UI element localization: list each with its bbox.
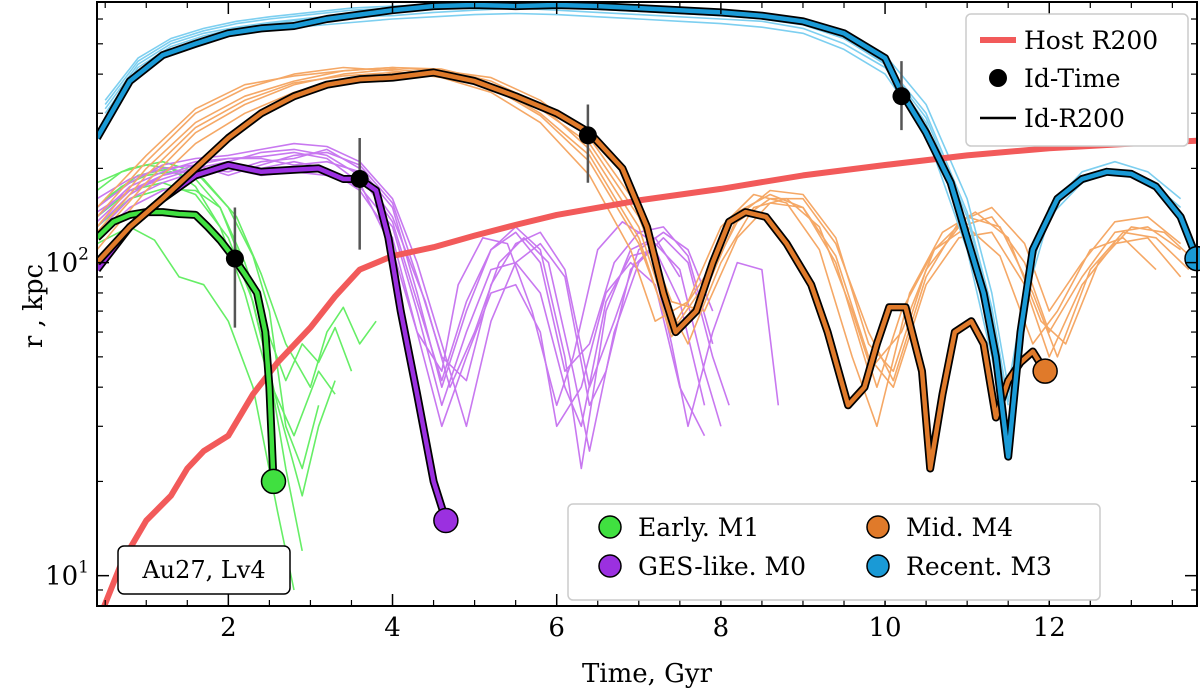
ges-member-track (97, 157, 730, 452)
mid-end-marker (1032, 358, 1058, 384)
legend-idtime-swatch (989, 69, 1007, 87)
x-tick-label: 4 (384, 613, 401, 643)
mid-track (97, 70, 1048, 471)
y-tick-label: 102 (45, 245, 89, 279)
recent-track (97, 2, 1197, 459)
early-member-track (104, 167, 377, 388)
legend-early-swatch (598, 515, 622, 539)
x-tick-label: 8 (713, 613, 730, 643)
x-tick-label: 2 (220, 613, 237, 643)
early-track-outline (97, 208, 278, 482)
early-track (97, 209, 276, 482)
legend-mid-swatch (866, 515, 890, 539)
ges-member-track (97, 148, 714, 382)
plot-frame (96, 1, 1198, 607)
early-id-time-marker (225, 249, 244, 268)
legend-early-label: Early. M1 (638, 513, 759, 542)
x-tick-label: 12 (1033, 613, 1066, 643)
x-tick-label: 10 (869, 613, 902, 643)
main-tracks (97, 2, 1197, 522)
legend-mid-label: Mid. M4 (906, 513, 1013, 542)
mid-member-track (97, 66, 1190, 372)
x-tick-label: 6 (548, 613, 565, 643)
y-axis-title: r , kpc (19, 264, 49, 348)
legend-bottom: Early. M1 GES-like. M0 Mid. M4 Recent. M… (567, 503, 1101, 601)
mid-id-time-marker (578, 126, 597, 145)
ges-id-time-marker (350, 169, 369, 188)
early-member-track (97, 160, 320, 470)
legend-ges-label: GES-like. M0 (638, 552, 806, 581)
annotation-box: Au27, Lv4 (117, 545, 291, 595)
x-axis-title: Time, Gyr (582, 659, 713, 689)
early-end-marker (260, 468, 287, 495)
legend-ges-swatch (598, 554, 622, 578)
legend-host-label: Host R200 (1024, 26, 1158, 55)
legend-idtime-label: Id-Time (1024, 64, 1121, 93)
axes: 2 4 6 8 10 12 101 102 (45, 1, 1198, 643)
recent-id-time-marker (892, 87, 911, 106)
ges-end-marker (433, 507, 459, 534)
annotation-label: Au27, Lv4 (141, 556, 265, 584)
legend-idr200-label: Id-R200 (1024, 104, 1125, 133)
mid-member-track (97, 66, 1157, 388)
y-tick-label: 101 (45, 558, 89, 592)
legend-top: Host R200 Id-Time Id-R200 (965, 13, 1189, 147)
legend-recent-label: Recent. M3 (906, 552, 1052, 581)
legend-recent-swatch (866, 554, 890, 578)
